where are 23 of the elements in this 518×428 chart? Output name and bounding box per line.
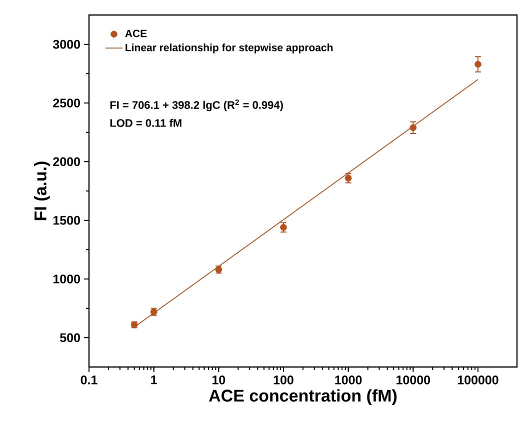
y-tick-label: 1000 — [53, 274, 80, 284]
legend-label: ACE — [125, 30, 147, 38]
x-tick-label: 0.1 — [80, 376, 98, 384]
y-tick-label: 3000 — [52, 40, 80, 49]
y-tick-label: 2500 — [53, 98, 80, 108]
point — [410, 124, 417, 132]
y-tick-label: 500 — [60, 333, 80, 342]
y-tick-label: 2000 — [53, 157, 80, 166]
point — [280, 224, 287, 231]
point — [344, 174, 352, 182]
x-tick-label: 10000 — [396, 376, 430, 384]
x-tick-label: 10 — [212, 376, 226, 384]
point — [474, 60, 482, 68]
x-tick-label: 100 — [274, 376, 294, 384]
x-tick-label: 100000 — [458, 376, 498, 384]
annotation: LOD = 0.11 fM — [110, 118, 182, 127]
annotation: FI = 706.1 + 398.2 lgC (R$^{2}$ = 0.994) — [110, 99, 283, 112]
y-axis-title: FI (a.u.) — [34, 162, 50, 220]
y-tick-label: 1500 — [53, 216, 80, 225]
legend-label: Linear relationship for stepwise approach — [126, 44, 333, 54]
x-tick-label: 1000 — [335, 376, 362, 384]
x-tick-label: 1 — [151, 376, 157, 384]
x-axis-title: ACE concentration (fM) — [208, 389, 397, 406]
